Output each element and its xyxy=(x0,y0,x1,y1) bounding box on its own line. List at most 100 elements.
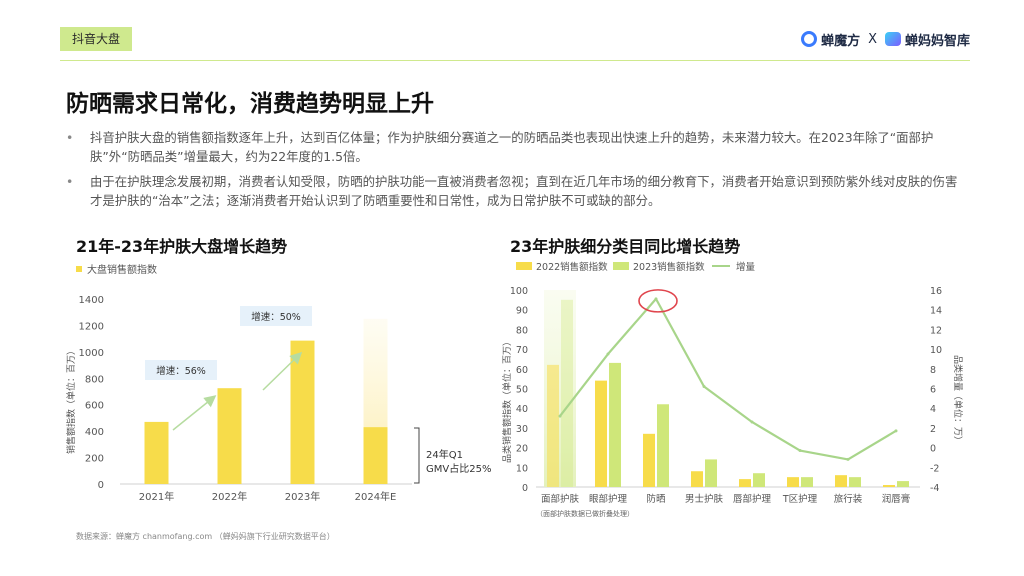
bar-2023 xyxy=(705,459,717,487)
growth-arrow xyxy=(262,351,303,391)
brand-left-name: 蝉魔方 xyxy=(821,33,861,49)
growth-rate-label: 增速：56% xyxy=(156,365,206,377)
bar-2022 xyxy=(835,475,847,487)
growth-rate-box xyxy=(145,360,217,380)
right-y2-tick-label: 10 xyxy=(930,345,942,356)
right-y-tick-label: 90 xyxy=(516,306,528,317)
right-x-tick-label: T区护理 xyxy=(782,493,818,505)
left-x-tick-label: 2022年 xyxy=(212,490,247,503)
increment-point xyxy=(702,385,706,389)
bar-2023 xyxy=(753,473,765,487)
growth-rate-box xyxy=(240,306,312,326)
right-y2-tick-label: 0 xyxy=(930,444,936,455)
right-x-tick-label: 男士护肤 xyxy=(685,493,724,505)
right-y2-tick-label: -2 xyxy=(930,463,939,474)
right-y2-tick-label: 4 xyxy=(930,404,936,415)
right-legend-label: 增量 xyxy=(736,261,756,273)
page-headline: 防晒需求日常化，消费趋势明显上升 xyxy=(66,91,434,117)
growth-arrow xyxy=(172,395,217,431)
left-y-tick-label: 1400 xyxy=(79,295,104,306)
right-x-tick-label: 旅行装 xyxy=(834,493,863,505)
increment-line xyxy=(559,297,897,461)
header-divider xyxy=(60,60,970,61)
left-x-tick-label: 2021年 xyxy=(139,490,174,503)
increment-point xyxy=(558,414,562,418)
right-y-tick-label: 80 xyxy=(516,325,528,336)
left-bar xyxy=(290,340,315,484)
increment-point xyxy=(606,352,610,356)
bar-2023 xyxy=(561,299,573,487)
increment-point xyxy=(654,297,658,301)
right-y-axis-label: 品类销售额指数（单位：百万） xyxy=(501,337,513,463)
increment-point xyxy=(750,420,754,424)
category-note: （面部护肤数据已做折叠处理） xyxy=(536,509,634,518)
right-legend-swatch-2023 xyxy=(613,262,629,270)
bar-2023 xyxy=(801,477,813,487)
increment-point xyxy=(798,449,802,453)
right-y-tick-label: 100 xyxy=(510,286,528,297)
right-y-tick-label: 50 xyxy=(516,385,528,396)
right-y-tick-label: 20 xyxy=(516,444,528,455)
increment-point xyxy=(846,457,850,461)
right-x-tick-label: 面部护肤 xyxy=(541,493,580,505)
increment-point xyxy=(894,429,898,433)
brand-right-name: 蝉妈妈智库 xyxy=(904,33,970,49)
bar-2022 xyxy=(787,477,799,487)
bar-2022 xyxy=(595,380,607,487)
right-y2-tick-label: 16 xyxy=(930,286,942,297)
q1-annotation: GMV占比25% xyxy=(426,462,491,475)
bar-2023 xyxy=(897,481,909,487)
bar-2022 xyxy=(643,433,655,487)
right-y2-tick-label: 2 xyxy=(930,424,936,435)
bar-2022 xyxy=(739,479,751,487)
bar-2023 xyxy=(849,477,861,487)
right-y-tick-label: 40 xyxy=(516,404,528,415)
growth-rate-label: 增速：50% xyxy=(251,311,301,323)
right-legend-swatch-2022 xyxy=(516,262,532,270)
right-y-tick-label: 70 xyxy=(516,345,528,356)
left-bar xyxy=(363,427,388,484)
q1-bracket xyxy=(414,427,420,484)
left-x-tick-label: 2024年E xyxy=(355,490,397,503)
left-y-tick-label: 400 xyxy=(85,427,104,438)
brand-separator: X xyxy=(868,31,877,47)
left-y-tick-label: 800 xyxy=(85,374,104,385)
right-y2-tick-label: 6 xyxy=(930,385,936,396)
left-x-tick-label: 2023年 xyxy=(285,490,320,503)
right-legend-label: 2022销售额指数 xyxy=(536,261,608,273)
chanmama-logo-icon xyxy=(884,32,901,46)
right-y2-tick-label: 8 xyxy=(930,365,936,376)
left-y-axis-label: 销售额指数（单位：百万） xyxy=(65,346,77,454)
right-legend-label: 2023销售额指数 xyxy=(633,261,705,273)
q1-annotation: 24年Q1 xyxy=(426,448,463,461)
right-x-tick-label: 润唇膏 xyxy=(882,493,911,505)
bar-2023 xyxy=(657,404,669,487)
right-x-tick-label: 防晒 xyxy=(646,493,665,505)
left-y-tick-label: 1000 xyxy=(79,348,104,359)
bullet-list: 抖音护肤大盘的销售额指数逐年上升，达到百亿体量；作为护肤细分赛道之一的防晒品类也… xyxy=(66,128,966,216)
left-bar xyxy=(217,388,242,484)
right-y-tick-label: 10 xyxy=(516,463,528,474)
right-y2-tick-label: 12 xyxy=(930,325,942,336)
left-chart-title: 21年-23年护肤大盘增长趋势 xyxy=(76,237,288,256)
left-y-tick-label: 1200 xyxy=(79,321,104,332)
right-y-tick-label: 30 xyxy=(516,424,528,435)
right-y2-axis-label: 品类增量（单位：万） xyxy=(952,355,964,445)
bar-2022 xyxy=(691,471,703,487)
data-source: 数据来源：蝉魔方 chanmofang.com （蝉妈妈旗下行业研究数据平台） xyxy=(76,532,335,541)
left-bar xyxy=(144,421,169,484)
chanmofang-logo-icon xyxy=(801,31,818,47)
right-y2-tick-label: 14 xyxy=(930,306,942,317)
left-y-tick-label: 200 xyxy=(85,454,104,465)
left-legend-swatch xyxy=(76,266,82,272)
right-y-tick-label: 0 xyxy=(522,483,528,494)
category-tag: 抖音大盘 xyxy=(60,27,132,51)
right-chart-title: 23年护肤细分类目同比增长趋势 xyxy=(510,237,741,256)
bar-2022 xyxy=(547,364,559,487)
bullet-item: 抖音护肤大盘的销售额指数逐年上升，达到百亿体量；作为护肤细分赛道之一的防晒品类也… xyxy=(66,128,966,166)
left-y-tick-label: 0 xyxy=(98,480,104,491)
bullet-item: 由于在护肤理念发展初期，消费者认知受限，防晒的护肤功能一直被消费者忽视；直到在近… xyxy=(66,172,966,210)
right-x-tick-label: 唇部护理 xyxy=(733,493,772,505)
right-y-tick-label: 60 xyxy=(516,365,528,376)
